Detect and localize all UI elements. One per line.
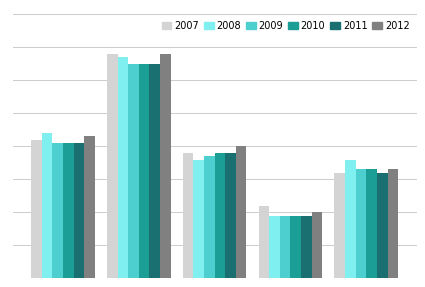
Bar — [356, 169, 366, 278]
Bar — [52, 143, 63, 278]
Bar — [312, 212, 322, 278]
Bar — [118, 57, 128, 278]
Bar — [215, 153, 225, 278]
Bar — [193, 160, 204, 278]
Bar — [290, 216, 301, 278]
Bar — [84, 137, 95, 278]
Bar — [31, 140, 42, 278]
Bar — [377, 173, 388, 278]
Bar — [74, 143, 84, 278]
Bar — [345, 160, 356, 278]
Legend: 2007, 2008, 2009, 2010, 2011, 2012: 2007, 2008, 2009, 2010, 2011, 2012 — [160, 19, 412, 33]
Bar — [269, 216, 280, 278]
Bar — [236, 146, 246, 278]
Bar — [280, 216, 290, 278]
Bar — [258, 206, 269, 278]
Bar — [183, 153, 193, 278]
Bar — [139, 64, 150, 278]
Bar — [42, 133, 52, 278]
Bar — [334, 173, 345, 278]
Bar — [366, 169, 377, 278]
Bar — [388, 169, 398, 278]
Bar — [204, 156, 215, 278]
Bar — [63, 143, 74, 278]
Bar — [225, 153, 236, 278]
Bar — [150, 64, 160, 278]
Bar — [160, 54, 171, 278]
Bar — [301, 216, 312, 278]
Bar — [128, 64, 139, 278]
Bar — [107, 54, 118, 278]
